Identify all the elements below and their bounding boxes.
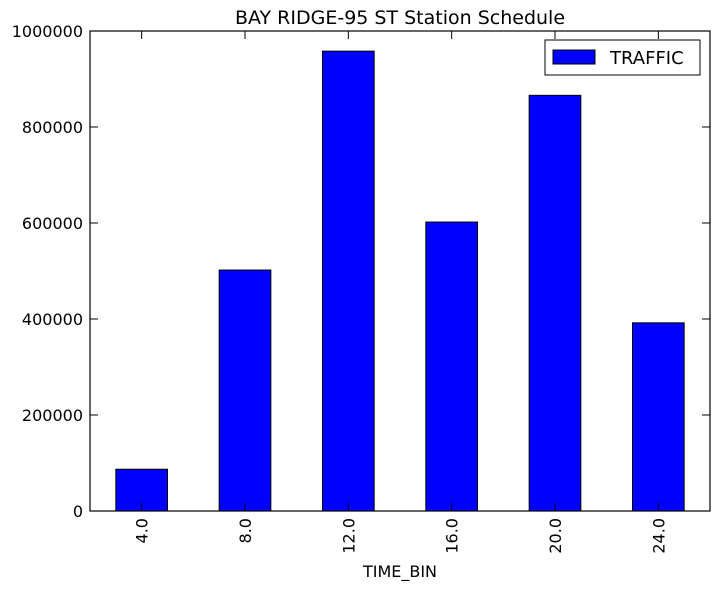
x-tick-label: 12.0 [339, 518, 358, 554]
x-tick-label: 24.0 [649, 518, 668, 554]
bars-layer [115, 50, 685, 512]
plot-frame [89, 30, 711, 512]
chart-title: BAY RIDGE-95 ST Station Schedule [235, 7, 565, 29]
bar-16.0 [425, 221, 479, 512]
legend-swatch [552, 49, 596, 65]
bar-24.0 [632, 322, 685, 512]
y-tick-label: 1000000 [12, 22, 83, 41]
legend-label: TRAFFIC [609, 48, 684, 69]
x-tick-label: 4.0 [133, 518, 152, 543]
x-tick-label: 16.0 [443, 518, 462, 554]
bar-8.0 [218, 269, 272, 512]
y-tick-label: 600000 [22, 214, 83, 233]
bar-20.0 [528, 94, 582, 512]
x-axis-label: TIME_BIN [362, 562, 437, 582]
y-tick-label: 800000 [22, 118, 83, 137]
y-tick-label: 400000 [22, 310, 83, 329]
legend: TRAFFIC [544, 39, 701, 76]
y-tick-label: 0 [73, 502, 83, 521]
y-tick-label: 200000 [22, 406, 83, 425]
x-tick-label: 20.0 [546, 518, 565, 554]
ticks-layer: 0 200000 400000 600000 800000 1000000 4.0 8.0 12… [12, 22, 710, 554]
x-tick-label: 8.0 [236, 518, 255, 543]
bar-12.0 [322, 50, 375, 512]
